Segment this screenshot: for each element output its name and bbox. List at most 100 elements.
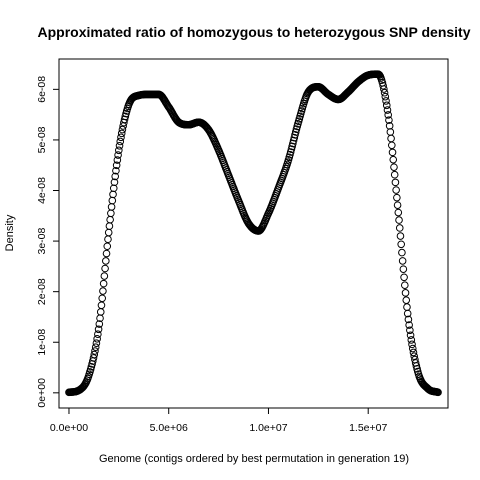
data-point [104,228,113,237]
data-point [375,70,383,79]
data-point [89,354,98,362]
x-tick-label: 1.0e+07 [249,422,287,434]
data-point [111,172,119,181]
data-point [117,133,125,142]
data-point [109,190,117,199]
data-point [118,125,127,134]
data-point [98,294,106,303]
data-point [90,350,99,359]
y-tick-label: 6e-08 [36,76,48,103]
data-point [110,178,119,187]
x-tick-label: 5.0e+06 [150,422,188,434]
data-point [404,315,413,324]
data-point [291,131,299,139]
data-point [93,335,101,343]
data-point [121,112,130,121]
data-point [405,321,413,329]
data-point [99,287,107,295]
data-point [400,273,408,282]
data-point [382,101,391,110]
data-point [398,257,407,265]
data-point [116,137,125,146]
data-point [92,339,101,347]
data-point [382,97,390,105]
data-point [289,136,298,145]
data-point [97,301,106,310]
data-point [381,92,390,101]
data-point [101,264,109,273]
data-point [96,308,105,316]
data-point [94,330,102,339]
data-point [409,348,418,357]
data-point [406,331,415,340]
y-tick-label: 5e-08 [36,126,48,153]
data-point [394,208,403,217]
x-tick-label: 1.5e+07 [349,422,387,434]
data-point [102,257,110,265]
x-axis-label: Genome (contigs ordered by best permutat… [99,453,409,465]
data-point [113,156,122,164]
y-tick-label: 3e-08 [36,228,48,255]
x-axis: 0.0e+00 5.0e+06 1.0e+07 1.5e+07 [50,407,387,434]
data-point [91,347,99,355]
data-point [100,272,109,280]
data-points [65,70,442,397]
data-point [388,148,397,157]
data-point [402,296,411,304]
data-point [434,388,442,397]
x-tick-label: 0.0e+00 [50,422,88,434]
data-point [383,106,392,114]
data-point [112,161,121,170]
data-point [91,343,100,352]
y-tick-label: 1e-08 [36,329,48,356]
data-point [114,151,122,159]
y-tick-label: 2e-08 [36,278,48,305]
data-point [112,166,120,175]
data-point [403,303,411,311]
data-point [406,326,414,335]
data-point [115,141,124,150]
y-tick-label: 4e-08 [36,177,48,204]
data-point [380,88,389,97]
data-point [389,155,398,164]
y-tick-label: 0e+00 [36,378,48,408]
data-point [109,184,118,193]
y-axis: 0e+00 1e-08 2e-08 3e-08 4e-08 5e-08 6e-08 [36,76,60,408]
data-point [395,224,404,232]
data-point [407,336,416,344]
data-point [403,309,412,318]
data-point [401,289,410,297]
data-point [395,216,403,224]
data-point [287,145,296,154]
data-point [392,186,400,194]
data-point [105,222,114,230]
data-point [393,193,401,202]
data-point [99,279,108,288]
data-point [384,111,392,119]
data-point [397,240,405,249]
data-point [290,133,299,142]
data-point [408,344,417,353]
data-point [107,203,116,211]
data-point [108,196,117,205]
data-point [390,170,399,179]
data-point [393,201,402,209]
data-point [399,265,408,273]
data-point [379,81,387,90]
data-point [386,128,395,136]
chart-title: Approximated ratio of homozygous to hete… [37,24,470,40]
data-point [401,281,409,290]
data-point [396,232,405,240]
data-point [412,362,421,370]
data-point [103,242,112,251]
data-point [380,85,388,93]
data-point [115,146,123,155]
data-point [408,340,416,349]
data-point [117,129,126,138]
data-point [398,248,406,257]
data-point [104,235,112,244]
data-point [95,320,104,328]
y-axis-label: Density [4,214,16,251]
data-point [94,325,103,334]
